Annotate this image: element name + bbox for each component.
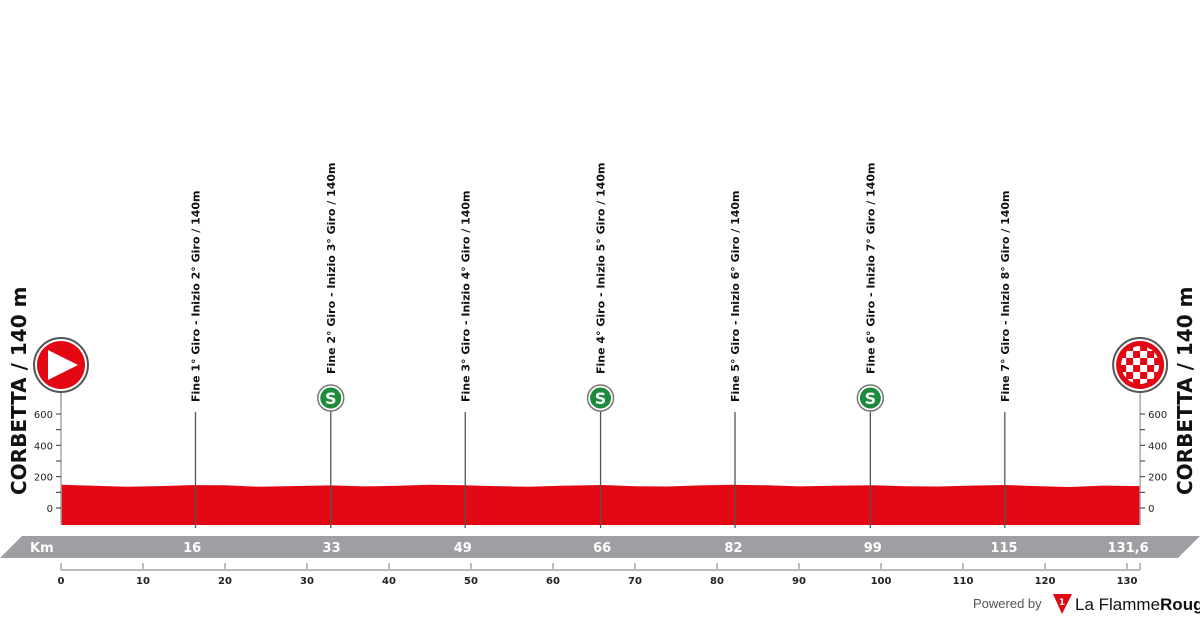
sprint-icon-fill (590, 387, 612, 409)
y-tick-label: 600 (34, 410, 53, 421)
checker-square (1133, 358, 1141, 365)
checker-square (1126, 365, 1134, 372)
km-bar-title: Km (30, 541, 54, 556)
start-town-label: CORBETTA / 140 m (7, 287, 31, 495)
marker-label: Fine 2° Giro - Inizio 3° Giro / 140m (325, 162, 338, 374)
checker-square (1140, 351, 1148, 358)
x-tick-label: 80 (710, 576, 724, 587)
y-tick-label: 0 (1148, 504, 1154, 515)
checker-square (1147, 372, 1155, 379)
y-tick-label: 0 (47, 504, 53, 515)
checker-square (1126, 351, 1134, 358)
km-bar-label: 66 (593, 541, 611, 556)
x-tick-label: 40 (382, 576, 396, 587)
finish-town-label: CORBETTA / 140 m (1173, 287, 1197, 495)
marker-label: Fine 6° Giro - Inizio 7° Giro / 140m (864, 162, 877, 374)
marker-label: Fine 4° Giro - Inizio 5° Giro / 140m (595, 162, 608, 374)
marker-label: Fine 5° Giro - Inizio 6° Giro / 140m (729, 190, 742, 402)
sprint-icon-fill (859, 387, 881, 409)
marker-label: Fine 1° Giro - Inizio 2° Giro / 140m (189, 190, 202, 402)
km-bar-label: 49 (454, 541, 472, 556)
x-tick-label: 30 (300, 576, 314, 587)
x-tick-label: 130 (1117, 576, 1138, 587)
checker-square (1140, 365, 1148, 372)
sprint-icon-letter: S (595, 389, 607, 408)
x-tick-label: 10 (136, 576, 150, 587)
km-bar-label: 16 (183, 541, 201, 556)
logo-digit: 1 (1059, 598, 1065, 608)
km-bar-label: 131,6 (1108, 541, 1149, 556)
la-flamme-rouge-logo-icon (1053, 594, 1072, 614)
km-bar-label: 82 (724, 541, 742, 556)
km-bar-label: 115 (990, 541, 1017, 556)
checkered-pattern (1121, 346, 1160, 384)
brand-name-part-b: Rouge (1160, 595, 1200, 614)
x-tick-label: 90 (792, 576, 806, 587)
x-tick-label: 110 (953, 576, 974, 587)
sprint-icon-fill (320, 387, 342, 409)
sprint-icon-letter: S (865, 389, 877, 408)
sprint-icon-letter: S (325, 389, 337, 408)
powered-by-text: Powered by (973, 596, 1042, 611)
x-tick-label: 120 (1035, 576, 1056, 587)
checker-square (1133, 372, 1141, 379)
km-bar-label: 33 (323, 541, 341, 556)
x-tick-label: 50 (464, 576, 478, 587)
y-tick-label: 600 (1148, 410, 1167, 421)
x-tick-label: 20 (218, 576, 232, 587)
checker-square (1121, 358, 1127, 365)
y-tick-label: 400 (34, 441, 53, 452)
brand-name-part-a: La Flamme (1075, 595, 1160, 614)
checker-square (1147, 358, 1155, 365)
x-tick-label: 70 (628, 576, 642, 587)
checker-square (1140, 379, 1148, 384)
marker-label: Fine 7° Giro - Inizio 8° Giro / 140m (999, 190, 1012, 402)
brand-name: La FlammeRouge (1075, 595, 1200, 614)
x-tick-label: 0 (58, 576, 65, 587)
start-arrow-glyph (48, 350, 78, 380)
checker-square (1133, 346, 1141, 351)
y-tick-label: 400 (1148, 441, 1167, 452)
marker-label: Fine 3° Giro - Inizio 4° Giro / 140m (459, 190, 472, 402)
checker-square (1154, 365, 1160, 372)
x-tick-label: 60 (546, 576, 560, 587)
km-bar (0, 536, 1200, 558)
x-tick-label: 100 (871, 576, 892, 587)
y-tick-label: 200 (34, 473, 53, 484)
km-bar-label: 99 (864, 541, 882, 556)
y-tick-label: 200 (1148, 473, 1167, 484)
